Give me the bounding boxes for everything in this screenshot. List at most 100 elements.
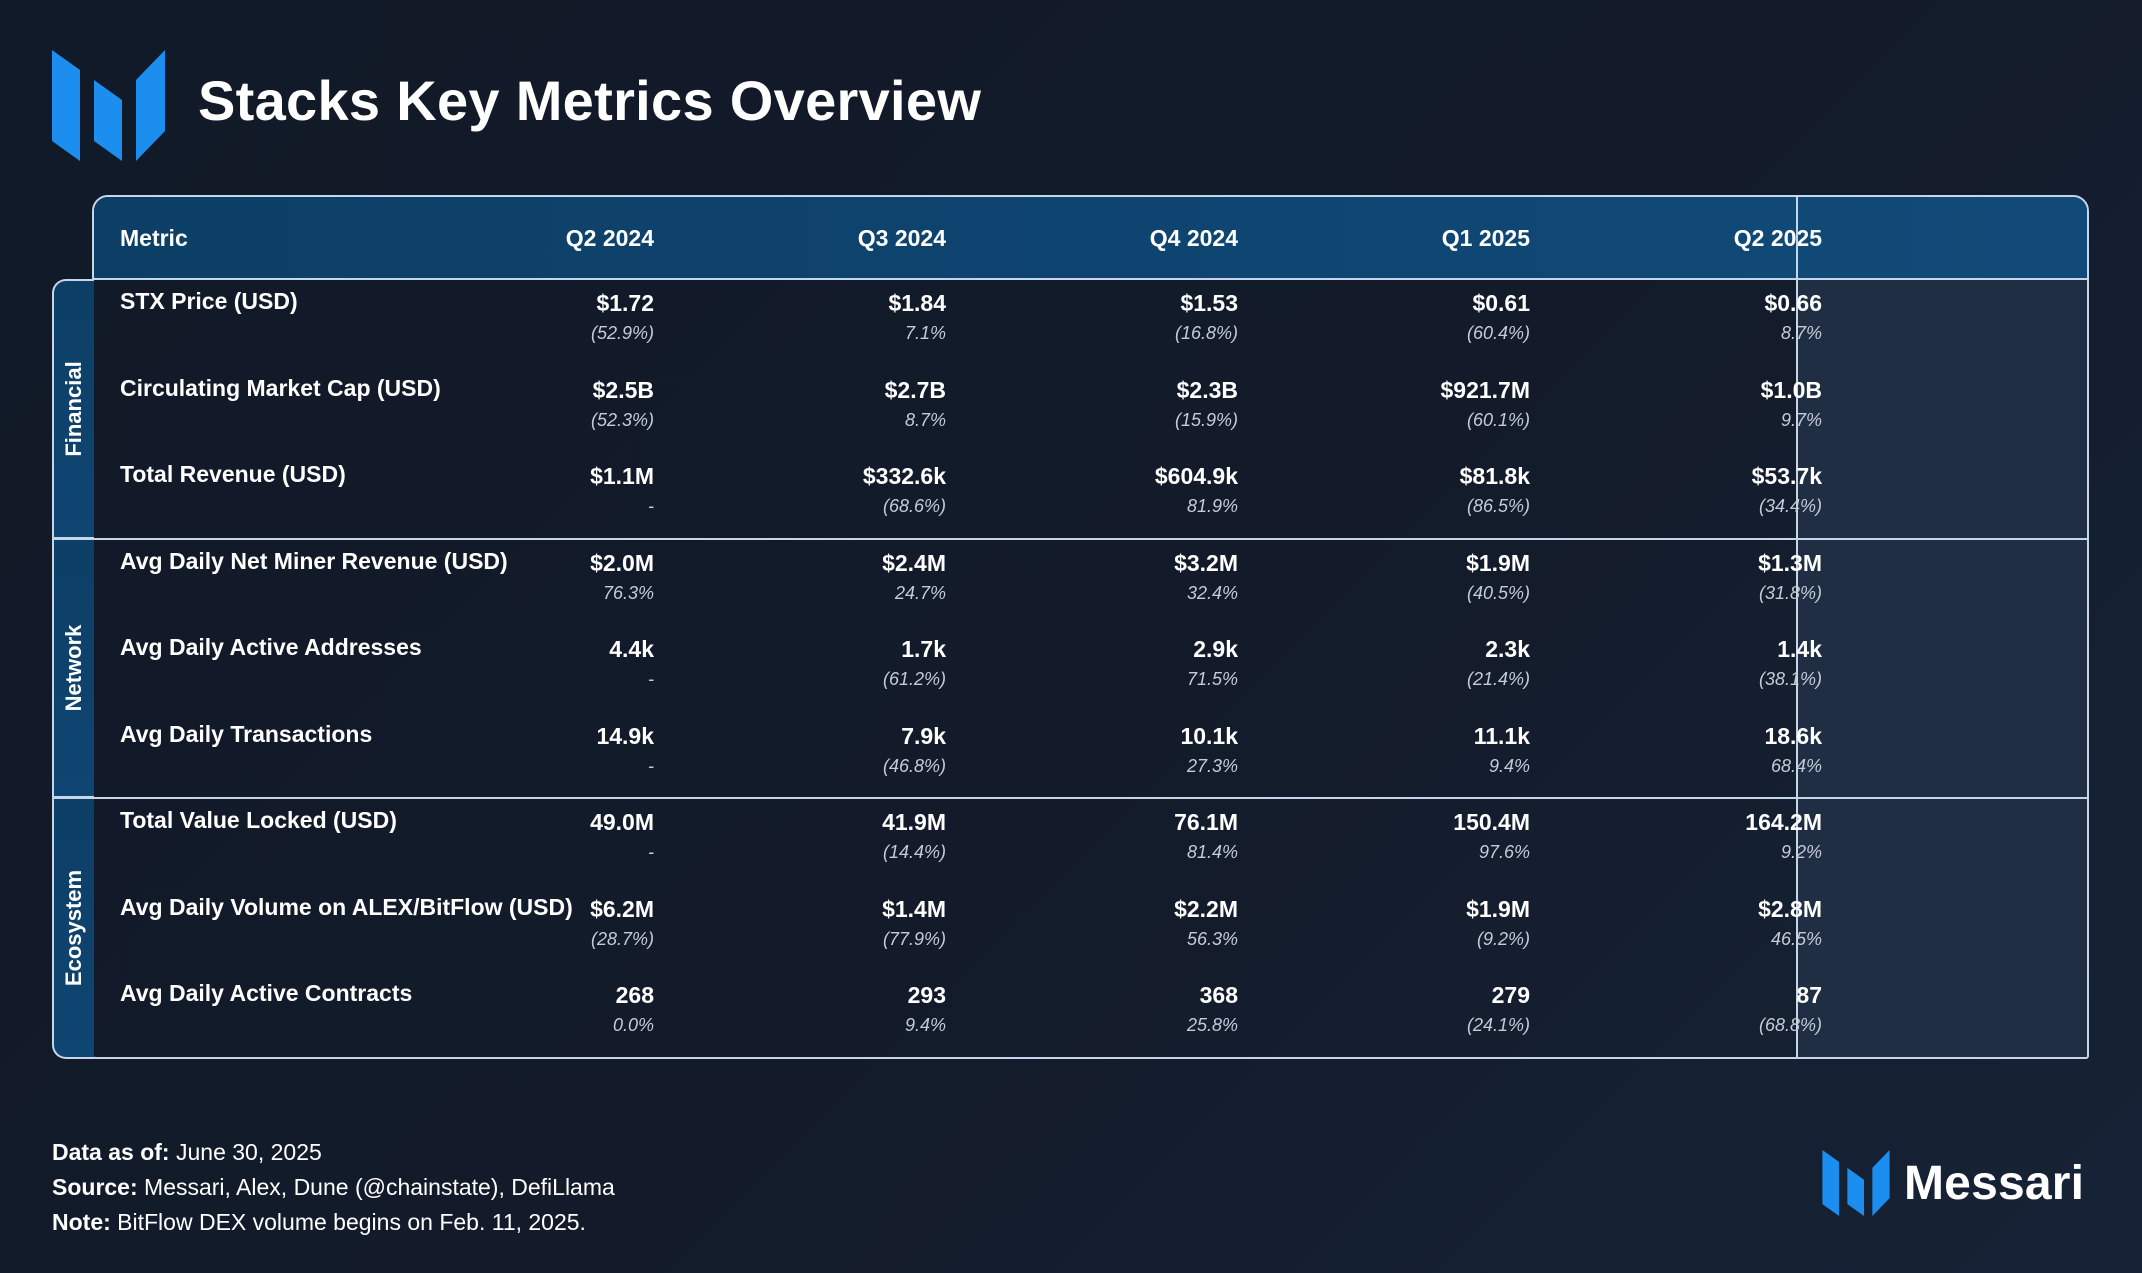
- cell-change: 9.7%: [1780, 409, 1822, 430]
- cell-change: 25.8%: [1186, 1015, 1238, 1035]
- messari-logo-icon: [1822, 1150, 1890, 1216]
- cell-value: 11.1k: [1473, 722, 1530, 749]
- table-cell: 268 0.0%: [434, 980, 654, 1040]
- cell-value: $1.0B: [1760, 376, 1822, 403]
- cell-value: 293: [907, 982, 946, 1008]
- cell-change: 81.9%: [1186, 496, 1238, 516]
- page-title: Stacks Key Metrics Overview: [198, 69, 982, 132]
- cell-value: $2.3B: [1176, 376, 1238, 403]
- cell-value: $2.8M: [1758, 895, 1822, 922]
- highlighted-column-bg: [1796, 280, 2087, 1057]
- cell-change: 46.5%: [1770, 928, 1822, 949]
- cell-value: $604.9k: [1154, 463, 1238, 489]
- group-label: Network: [61, 624, 86, 712]
- cell-change: 56.3%: [1186, 928, 1238, 949]
- table-cell: $332.6k (68.6%): [726, 461, 946, 521]
- table-cell: 11.1k 9.4%: [1310, 721, 1530, 781]
- table-cell: $1.9M (40.5%): [1310, 548, 1530, 608]
- cell-change: 76.3%: [602, 582, 654, 603]
- metrics-table: Metric Q2 2024 Q3 2024 Q4 2024 Q1 2025 Q2 20…: [92, 195, 2089, 1059]
- cell-change: (21.4%): [1466, 669, 1530, 689]
- table-header: Metric Q2 2024 Q3 2024 Q4 2024 Q1 2025 Q2 20…: [94, 197, 2087, 280]
- table-cell: 279 (24.1%): [1310, 980, 1530, 1040]
- table-cell: $1.53 (16.8%): [1018, 288, 1238, 348]
- cell-change: -: [648, 496, 654, 516]
- footer-notes: Data as of: June 30, 2025 Source: Messar…: [52, 1135, 615, 1240]
- cell-change: (61.2%): [882, 669, 946, 689]
- cell-value: $2.0M: [590, 549, 654, 576]
- cell-value: 49.0M: [590, 809, 654, 835]
- group-tab-financial: Financial: [52, 279, 94, 539]
- header-q2-2025: Q2 2025: [1733, 225, 1822, 251]
- header-q1-2025: Q1 2025: [1441, 225, 1530, 251]
- cell-change: 8.7%: [1780, 323, 1822, 343]
- cell-value: $1.1M: [590, 463, 654, 489]
- table-cell: $1.72 (52.9%): [434, 288, 654, 348]
- group-tab-network: Network: [52, 538, 94, 798]
- cell-change: 9.2%: [1780, 842, 1822, 862]
- cell-change: (60.1%): [1466, 409, 1530, 430]
- table-cell: $1.84 7.1%: [726, 288, 946, 348]
- cell-change: (14.4%): [882, 842, 946, 862]
- table-cell: 150.4M 97.6%: [1310, 807, 1530, 867]
- cell-value: 268: [615, 982, 654, 1008]
- cell-value: $1.84: [888, 290, 946, 316]
- cell-value: $1.72: [596, 290, 654, 316]
- table-row: Total Revenue (USD) $1.1M - $332.6k (68.6%) $…: [94, 453, 2087, 540]
- group-divider: [94, 538, 2087, 540]
- cell-value: $0.61: [1472, 290, 1530, 316]
- table-cell: 293 9.4%: [726, 980, 946, 1040]
- cell-value: $1.9M: [1466, 895, 1530, 922]
- table-cell: $2.7B 8.7%: [726, 375, 946, 435]
- group-divider: [94, 797, 2087, 799]
- table-cell: $921.7M (60.1%): [1310, 375, 1530, 435]
- cell-value: 14.9k: [596, 722, 654, 749]
- table-cell: 1.4k (38.1%): [1602, 634, 1822, 694]
- note: Note: BitFlow DEX volume begins on Feb. …: [52, 1209, 586, 1235]
- cell-value: 41.9M: [882, 809, 946, 835]
- brand-logo: Messari: [1822, 1148, 2084, 1218]
- table-cell: 14.9k -: [434, 721, 654, 781]
- cell-change: 81.4%: [1186, 842, 1238, 862]
- table-cell: $81.8k (86.5%): [1310, 461, 1530, 521]
- table-cell: $1.3M (31.8%): [1602, 548, 1822, 608]
- cell-change: (60.4%): [1466, 323, 1530, 343]
- cell-value: 1.7k: [901, 636, 946, 662]
- table-cell: 49.0M -: [434, 807, 654, 867]
- table-cell: $6.2M (28.7%): [434, 894, 654, 954]
- cell-value: 164.2M: [1745, 809, 1822, 835]
- table-row: Total Value Locked (USD) 49.0M - 41.9M (14.4…: [94, 799, 2087, 886]
- metric-label: Avg Daily Active Contracts: [120, 980, 413, 1006]
- cell-change: (40.5%): [1466, 582, 1530, 603]
- cell-change: 71.5%: [1186, 669, 1238, 689]
- source-note: Source: Messari, Alex, Dune (@chainstate…: [52, 1174, 615, 1200]
- cell-value: 87: [1796, 982, 1822, 1008]
- cell-value: $1.53: [1180, 290, 1238, 316]
- cell-value: 279: [1491, 982, 1530, 1008]
- cell-value: $2.4M: [882, 549, 946, 576]
- cell-value: 368: [1199, 982, 1238, 1008]
- cell-value: $2.2M: [1174, 895, 1238, 922]
- cell-change: 32.4%: [1186, 582, 1238, 603]
- table-cell: 41.9M (14.4%): [726, 807, 946, 867]
- highlighted-column-border: [1796, 197, 2087, 1057]
- group-label: Ecosystem: [61, 869, 86, 987]
- table-row: Avg Daily Transactions 14.9k - 7.9k (46.8%) 1…: [94, 713, 2087, 800]
- cell-value: 18.6k: [1764, 722, 1822, 749]
- cell-value: $1.9M: [1466, 549, 1530, 576]
- cell-change: -: [648, 755, 654, 776]
- header-q4-2024: Q4 2024: [1149, 225, 1238, 251]
- table-cell: 2.3k (21.4%): [1310, 634, 1530, 694]
- table-cell: 1.7k (61.2%): [726, 634, 946, 694]
- cell-change: (24.1%): [1466, 1015, 1530, 1035]
- cell-change: (86.5%): [1466, 496, 1530, 516]
- cell-change: (16.8%): [1174, 323, 1238, 343]
- header-metric: Metric: [120, 225, 188, 251]
- cell-value: 2.3k: [1485, 636, 1530, 662]
- messari-logo-icon: [52, 50, 165, 161]
- cell-change: (68.6%): [882, 496, 946, 516]
- table-row: Avg Daily Volume on ALEX/BitFlow (USD) $6…: [94, 886, 2087, 973]
- cell-change: (28.7%): [590, 928, 654, 949]
- cell-value: 1.4k: [1777, 636, 1822, 662]
- table-cell: $2.5B (52.3%): [434, 375, 654, 435]
